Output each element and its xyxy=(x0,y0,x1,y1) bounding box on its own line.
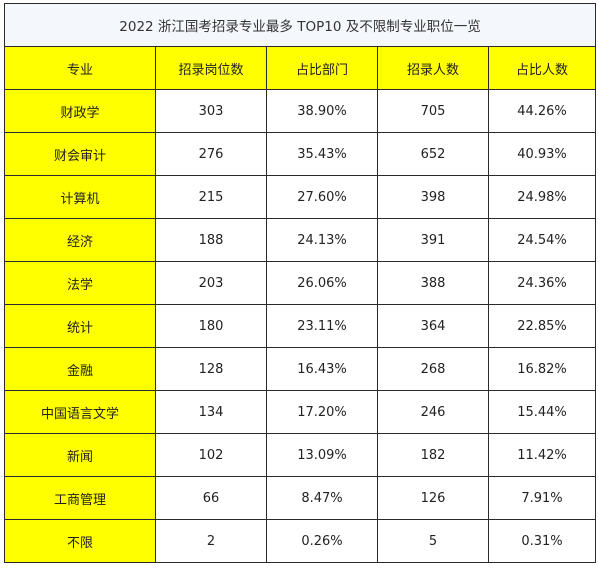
cell-people-ratio: 11.42% xyxy=(488,433,596,477)
cell-people-count: 388 xyxy=(377,261,489,305)
cell-major: 法学 xyxy=(4,261,156,305)
cell-people-count: 364 xyxy=(377,304,489,348)
cell-people-ratio: 15.44% xyxy=(488,390,596,434)
cell-people-count: 398 xyxy=(377,175,489,219)
cell-post-count: 66 xyxy=(155,476,267,520)
cell-post-ratio: 26.06% xyxy=(266,261,378,305)
cell-post-count: 303 xyxy=(155,89,267,133)
header-major: 专业 xyxy=(4,46,156,90)
cell-post-ratio: 23.11% xyxy=(266,304,378,348)
cell-post-count: 276 xyxy=(155,132,267,176)
cell-people-ratio: 22.85% xyxy=(488,304,596,348)
cell-post-ratio: 17.20% xyxy=(266,390,378,434)
cell-people-ratio: 0.31% xyxy=(488,519,596,563)
table-row: 不限 2 0.26% 5 0.31% xyxy=(4,519,596,563)
header-post-count: 招录岗位数 xyxy=(155,46,267,90)
cell-post-ratio: 27.60% xyxy=(266,175,378,219)
cell-post-ratio: 38.90% xyxy=(266,89,378,133)
header-post-ratio: 占比部门 xyxy=(266,46,378,90)
cell-post-count: 134 xyxy=(155,390,267,434)
cell-people-ratio: 7.91% xyxy=(488,476,596,520)
cell-post-ratio: 24.13% xyxy=(266,218,378,262)
cell-major: 财会审计 xyxy=(4,132,156,176)
cell-post-ratio: 8.47% xyxy=(266,476,378,520)
cell-major: 新闻 xyxy=(4,433,156,477)
table-row: 中国语言文学 134 17.20% 246 15.44% xyxy=(4,390,596,434)
cell-people-ratio: 24.36% xyxy=(488,261,596,305)
table-row: 法学 203 26.06% 388 24.36% xyxy=(4,261,596,305)
cell-major: 不限 xyxy=(4,519,156,563)
cell-major: 经济 xyxy=(4,218,156,262)
cell-people-count: 246 xyxy=(377,390,489,434)
cell-post-ratio: 13.09% xyxy=(266,433,378,477)
cell-major: 统计 xyxy=(4,304,156,348)
cell-people-count: 705 xyxy=(377,89,489,133)
cell-people-ratio: 16.82% xyxy=(488,347,596,391)
cell-major: 工商管理 xyxy=(4,476,156,520)
table-row: 财会审计 276 35.43% 652 40.93% xyxy=(4,132,596,176)
cell-major: 中国语言文学 xyxy=(4,390,156,434)
table-header-row: 专业 招录岗位数 占比部门 招录人数 占比人数 xyxy=(4,46,596,90)
cell-major: 计算机 xyxy=(4,175,156,219)
cell-post-count: 203 xyxy=(155,261,267,305)
data-table-container: 2022 浙江国考招录专业最多 TOP10 及不限制专业职位一览 专业 招录岗位… xyxy=(4,3,596,563)
header-people-count: 招录人数 xyxy=(377,46,489,90)
cell-post-ratio: 0.26% xyxy=(266,519,378,563)
cell-people-count: 268 xyxy=(377,347,489,391)
table-row: 新闻 102 13.09% 182 11.42% xyxy=(4,433,596,477)
cell-post-ratio: 35.43% xyxy=(266,132,378,176)
header-people-ratio: 占比人数 xyxy=(488,46,596,90)
cell-post-count: 180 xyxy=(155,304,267,348)
table-row: 统计 180 23.11% 364 22.85% xyxy=(4,304,596,348)
cell-major: 金融 xyxy=(4,347,156,391)
table-row: 工商管理 66 8.47% 126 7.91% xyxy=(4,476,596,520)
cell-post-count: 215 xyxy=(155,175,267,219)
cell-post-count: 128 xyxy=(155,347,267,391)
cell-post-count: 102 xyxy=(155,433,267,477)
cell-post-count: 188 xyxy=(155,218,267,262)
cell-post-count: 2 xyxy=(155,519,267,563)
cell-people-ratio: 44.26% xyxy=(488,89,596,133)
table-title-row: 2022 浙江国考招录专业最多 TOP10 及不限制专业职位一览 xyxy=(4,3,596,47)
cell-people-ratio: 24.98% xyxy=(488,175,596,219)
table-row: 计算机 215 27.60% 398 24.98% xyxy=(4,175,596,219)
table-row: 金融 128 16.43% 268 16.82% xyxy=(4,347,596,391)
cell-people-count: 182 xyxy=(377,433,489,477)
table-row: 财政学 303 38.90% 705 44.26% xyxy=(4,89,596,133)
cell-major: 财政学 xyxy=(4,89,156,133)
cell-post-ratio: 16.43% xyxy=(266,347,378,391)
cell-people-ratio: 40.93% xyxy=(488,132,596,176)
recruitment-table: 2022 浙江国考招录专业最多 TOP10 及不限制专业职位一览 专业 招录岗位… xyxy=(4,3,596,563)
cell-people-count: 5 xyxy=(377,519,489,563)
table-title: 2022 浙江国考招录专业最多 TOP10 及不限制专业职位一览 xyxy=(4,3,596,47)
table-row: 经济 188 24.13% 391 24.54% xyxy=(4,218,596,262)
cell-people-count: 652 xyxy=(377,132,489,176)
cell-people-count: 391 xyxy=(377,218,489,262)
cell-people-ratio: 24.54% xyxy=(488,218,596,262)
cell-people-count: 126 xyxy=(377,476,489,520)
